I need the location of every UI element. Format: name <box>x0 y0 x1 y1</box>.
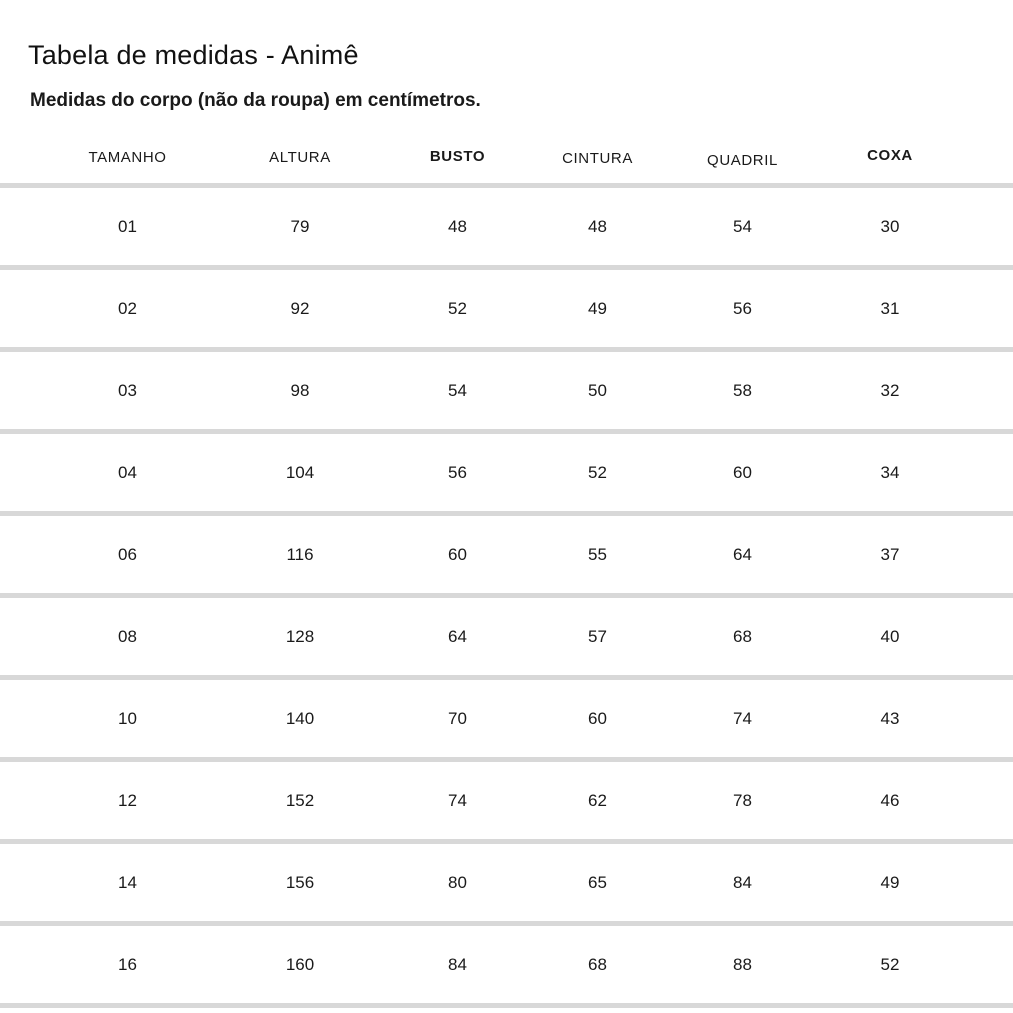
cell-coxa: 43 <box>880 708 900 728</box>
cell-altura: 92 <box>290 298 310 318</box>
cell-tamanho: 01 <box>118 216 137 236</box>
cell-cintura: 48 <box>588 216 607 236</box>
cell-quadril: 64 <box>733 544 752 564</box>
cell-tamanho: 06 <box>118 544 137 564</box>
row-divider <box>0 347 1013 352</box>
cell-coxa: 31 <box>880 298 900 318</box>
cell-cintura: 62 <box>588 790 607 810</box>
row-divider <box>0 675 1013 680</box>
table-row: 06 116 60 55 64 37 <box>0 516 1013 593</box>
row-divider <box>0 183 1013 188</box>
cell-quadril: 60 <box>733 462 752 482</box>
row-divider <box>0 265 1013 270</box>
cell-quadril: 54 <box>733 216 752 236</box>
cell-quadril: 88 <box>733 954 752 974</box>
cell-busto: 80 <box>448 872 467 892</box>
cell-busto: 74 <box>448 790 467 810</box>
cell-quadril: 78 <box>733 790 752 810</box>
cell-tamanho: 14 <box>118 872 137 892</box>
cell-coxa: 34 <box>880 462 900 482</box>
cell-coxa: 40 <box>880 626 900 646</box>
table-row: 08 128 64 57 68 40 <box>0 598 1013 675</box>
column-header-coxa: COXA <box>867 147 913 164</box>
row-divider <box>0 921 1013 926</box>
column-header-quadril: QUADRIL <box>707 152 778 169</box>
row-divider <box>0 757 1013 762</box>
cell-busto: 60 <box>448 544 467 564</box>
table-row: 12 152 74 62 78 46 <box>0 762 1013 839</box>
cell-quadril: 84 <box>733 872 752 892</box>
cell-busto: 48 <box>448 216 467 236</box>
page-subtitle: Medidas do corpo (não da roupa) em centí… <box>30 90 481 111</box>
cell-tamanho: 12 <box>118 790 137 810</box>
cell-coxa: 32 <box>880 380 900 400</box>
row-divider <box>0 1003 1013 1008</box>
page-title: Tabela de medidas - Animê <box>28 40 359 70</box>
cell-tamanho: 03 <box>118 380 137 400</box>
column-header-cintura: CINTURA <box>562 150 633 167</box>
cell-tamanho: 04 <box>118 462 137 482</box>
cell-altura: 116 <box>286 544 314 564</box>
cell-altura: 160 <box>285 954 315 974</box>
cell-busto: 84 <box>448 954 467 974</box>
cell-altura: 128 <box>285 626 315 646</box>
cell-cintura: 49 <box>588 298 607 318</box>
cell-altura: 152 <box>285 790 315 810</box>
row-divider <box>0 511 1013 516</box>
table-row: 01 79 48 48 54 30 <box>0 188 1013 265</box>
cell-quadril: 58 <box>733 380 752 400</box>
table-row: 10 140 70 60 74 43 <box>0 680 1013 757</box>
row-divider <box>0 593 1013 598</box>
cell-coxa: 30 <box>880 216 900 236</box>
table-header-row: TAMANHO ALTURA BUSTO CINTURA QUADRIL COX… <box>0 113 1013 183</box>
cell-busto: 54 <box>448 380 467 400</box>
cell-cintura: 60 <box>588 708 607 728</box>
cell-tamanho: 02 <box>118 298 137 318</box>
cell-quadril: 68 <box>733 626 752 646</box>
table-row: 03 98 54 50 58 32 <box>0 352 1013 429</box>
cell-cintura: 65 <box>588 872 607 892</box>
cell-quadril: 56 <box>733 298 752 318</box>
cell-tamanho: 08 <box>118 626 137 646</box>
row-divider <box>0 429 1013 434</box>
table-row: 16 160 84 68 88 52 <box>0 926 1013 1003</box>
cell-quadril: 74 <box>733 708 752 728</box>
column-header-busto: BUSTO <box>429 148 486 165</box>
cell-tamanho: 10 <box>118 708 137 728</box>
cell-coxa: 49 <box>880 872 900 892</box>
cell-coxa: 46 <box>880 790 900 810</box>
cell-busto: 64 <box>448 626 467 646</box>
cell-tamanho: 16 <box>118 954 137 974</box>
cell-coxa: 52 <box>880 954 900 974</box>
cell-busto: 52 <box>448 298 467 318</box>
row-divider <box>0 839 1013 844</box>
cell-altura: 156 <box>285 872 315 892</box>
cell-cintura: 55 <box>588 544 607 564</box>
cell-altura: 98 <box>290 380 310 400</box>
cell-cintura: 50 <box>588 380 607 400</box>
cell-altura: 140 <box>285 708 315 728</box>
cell-cintura: 68 <box>588 954 607 974</box>
cell-coxa: 37 <box>880 544 900 564</box>
cell-cintura: 52 <box>588 462 607 482</box>
column-header-tamanho: TAMANHO <box>88 149 167 166</box>
table-row: 02 92 52 49 56 31 <box>0 270 1013 347</box>
cell-busto: 56 <box>448 462 467 482</box>
column-header-altura: ALTURA <box>269 149 331 166</box>
cell-busto: 70 <box>448 708 467 728</box>
table-row: 14 156 80 65 84 49 <box>0 844 1013 921</box>
cell-cintura: 57 <box>588 626 607 646</box>
table-row: 04 104 56 52 60 34 <box>0 434 1013 511</box>
cell-altura: 79 <box>290 216 310 236</box>
cell-altura: 104 <box>285 462 315 482</box>
